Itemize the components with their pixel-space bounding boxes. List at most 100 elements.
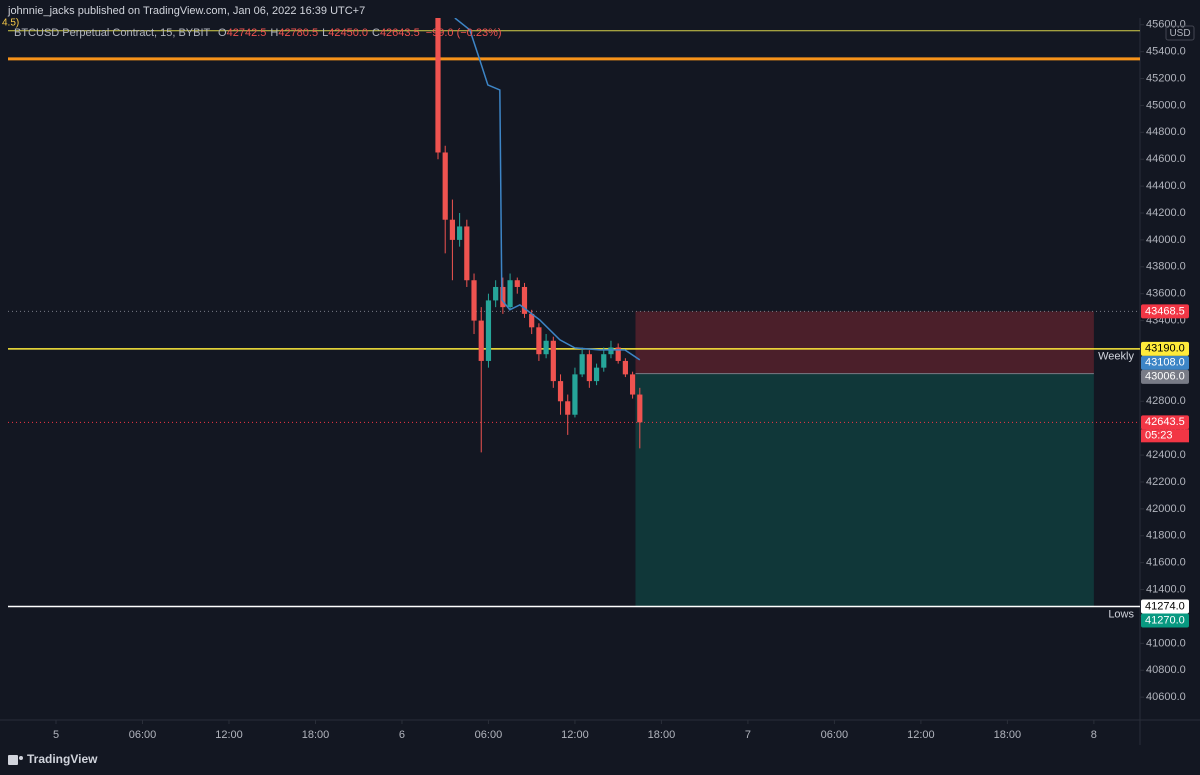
price-label: 43190.0 (1145, 343, 1185, 355)
x-tick-label: 18:00 (648, 729, 676, 741)
price-label-box (1141, 355, 1189, 370)
price-label-box (1141, 369, 1189, 384)
x-tick-label: 18:00 (302, 729, 330, 741)
footer-logo (8, 755, 23, 765)
y-tick-label: 42400.0 (1146, 449, 1186, 461)
candle-body (557, 381, 564, 402)
y-tick-label: 41000.0 (1146, 637, 1186, 649)
y-tick-label: 45000.0 (1146, 99, 1186, 111)
candle-body (565, 401, 571, 415)
footer-bar (0, 745, 1200, 775)
y-tick-label: 43800.0 (1146, 261, 1186, 273)
candle-body (586, 354, 592, 382)
candle-body (471, 280, 477, 321)
y-tick-label: 45200.0 (1146, 72, 1186, 84)
legend-value: 42780.5 (278, 27, 318, 39)
legend-value: 42742.5 (227, 27, 267, 39)
candle-body (529, 313, 535, 328)
position-stop-zone (635, 311, 1094, 374)
price-label: 43108.0 (1145, 357, 1185, 369)
position-target-zone (635, 373, 1094, 608)
candle-body (593, 367, 600, 382)
x-tick-label: 12:00 (561, 729, 589, 741)
price-label-box (1141, 613, 1189, 628)
price-label: 43468.5 (1145, 305, 1185, 317)
candle-body (442, 152, 448, 220)
price-label-box (1141, 599, 1189, 614)
candle-body (457, 226, 463, 240)
candle-body (435, 18, 441, 153)
y-tick-label: 45600.0 (1146, 19, 1186, 31)
x-tick-label: 06:00 (129, 729, 157, 741)
legend-symbol: BTCUSD Perpetual Contract, 15, BYBIT (14, 27, 211, 39)
candle-body (500, 286, 506, 308)
x-tick-label: 06:00 (475, 729, 503, 741)
y-tick-label: 44600.0 (1146, 153, 1186, 165)
y-tick-label: 44200.0 (1146, 207, 1186, 219)
price-label: 41274.0 (1145, 600, 1185, 612)
candle-body (622, 360, 628, 375)
y-tick-label: 41400.0 (1146, 583, 1186, 595)
y-tick-label: 45400.0 (1146, 46, 1186, 58)
candle-body (601, 354, 607, 368)
x-tick-label: 12:00 (907, 729, 935, 741)
footer-brand: TradingView (27, 752, 98, 766)
level-note: Weekly (1098, 351, 1134, 363)
candle-body (550, 340, 556, 382)
y-tick-label: 42000.0 (1146, 503, 1186, 515)
corner-text: 4.5) (2, 18, 19, 29)
y-tick-label: 42200.0 (1146, 476, 1186, 488)
candle-body (514, 280, 520, 287)
legend: BTCUSD Perpetual Contract, 15, BYBIT O427… (14, 27, 502, 39)
x-tick-label: 7 (745, 729, 751, 741)
candle-body (579, 354, 585, 375)
x-tick-label: 18:00 (994, 729, 1022, 741)
legend-key: H (270, 27, 278, 39)
candle-body (536, 327, 542, 355)
y-tick-label: 40800.0 (1146, 664, 1186, 676)
price-label: 43006.0 (1145, 371, 1185, 383)
y-tick-label: 43600.0 (1146, 288, 1186, 300)
candle-body (615, 347, 621, 361)
y-tick-label: 41800.0 (1146, 530, 1186, 542)
candle-body (521, 286, 528, 314)
candle-body (543, 340, 549, 355)
legend-value: 42643.5 (380, 27, 420, 39)
legend-key: L (322, 27, 328, 39)
price-label: 41270.0 (1145, 614, 1185, 626)
x-tick-label: 6 (399, 729, 405, 741)
candle-body (637, 394, 643, 423)
candle-body (464, 226, 470, 281)
x-tick-label: 06:00 (821, 729, 849, 741)
currency-box (1165, 25, 1195, 41)
legend-change: −99.0 (−0.23%) (426, 27, 502, 39)
countdown-box (1141, 429, 1189, 443)
y-tick-label: 42800.0 (1146, 395, 1186, 407)
x-tick-label: 8 (1091, 729, 1097, 741)
countdown: 05:23 (1145, 430, 1173, 442)
price-label-box (1141, 341, 1189, 356)
candle-body (449, 219, 456, 240)
candle-body (507, 280, 513, 308)
candle-body (485, 300, 492, 361)
y-tick-label: 44800.0 (1146, 126, 1186, 138)
y-tick-label: 44000.0 (1146, 234, 1186, 246)
x-tick-label: 12:00 (215, 729, 243, 741)
level-note: Lows (1108, 608, 1134, 620)
header: johnnie_jacks published on TradingView.c… (7, 5, 365, 17)
legend-value: 42450.0 (328, 27, 368, 39)
legend-key: O (218, 27, 227, 39)
legend-key: C (372, 27, 380, 39)
y-tick-label: 40600.0 (1146, 691, 1186, 703)
y-tick-label: 41600.0 (1146, 557, 1186, 569)
candle-body (493, 286, 499, 301)
candle-body (608, 347, 614, 355)
price-label-box (1141, 304, 1189, 319)
candle-body (478, 320, 484, 361)
candle-body (629, 374, 636, 395)
price-label-box (1141, 415, 1189, 430)
y-tick-label: 44400.0 (1146, 180, 1186, 192)
